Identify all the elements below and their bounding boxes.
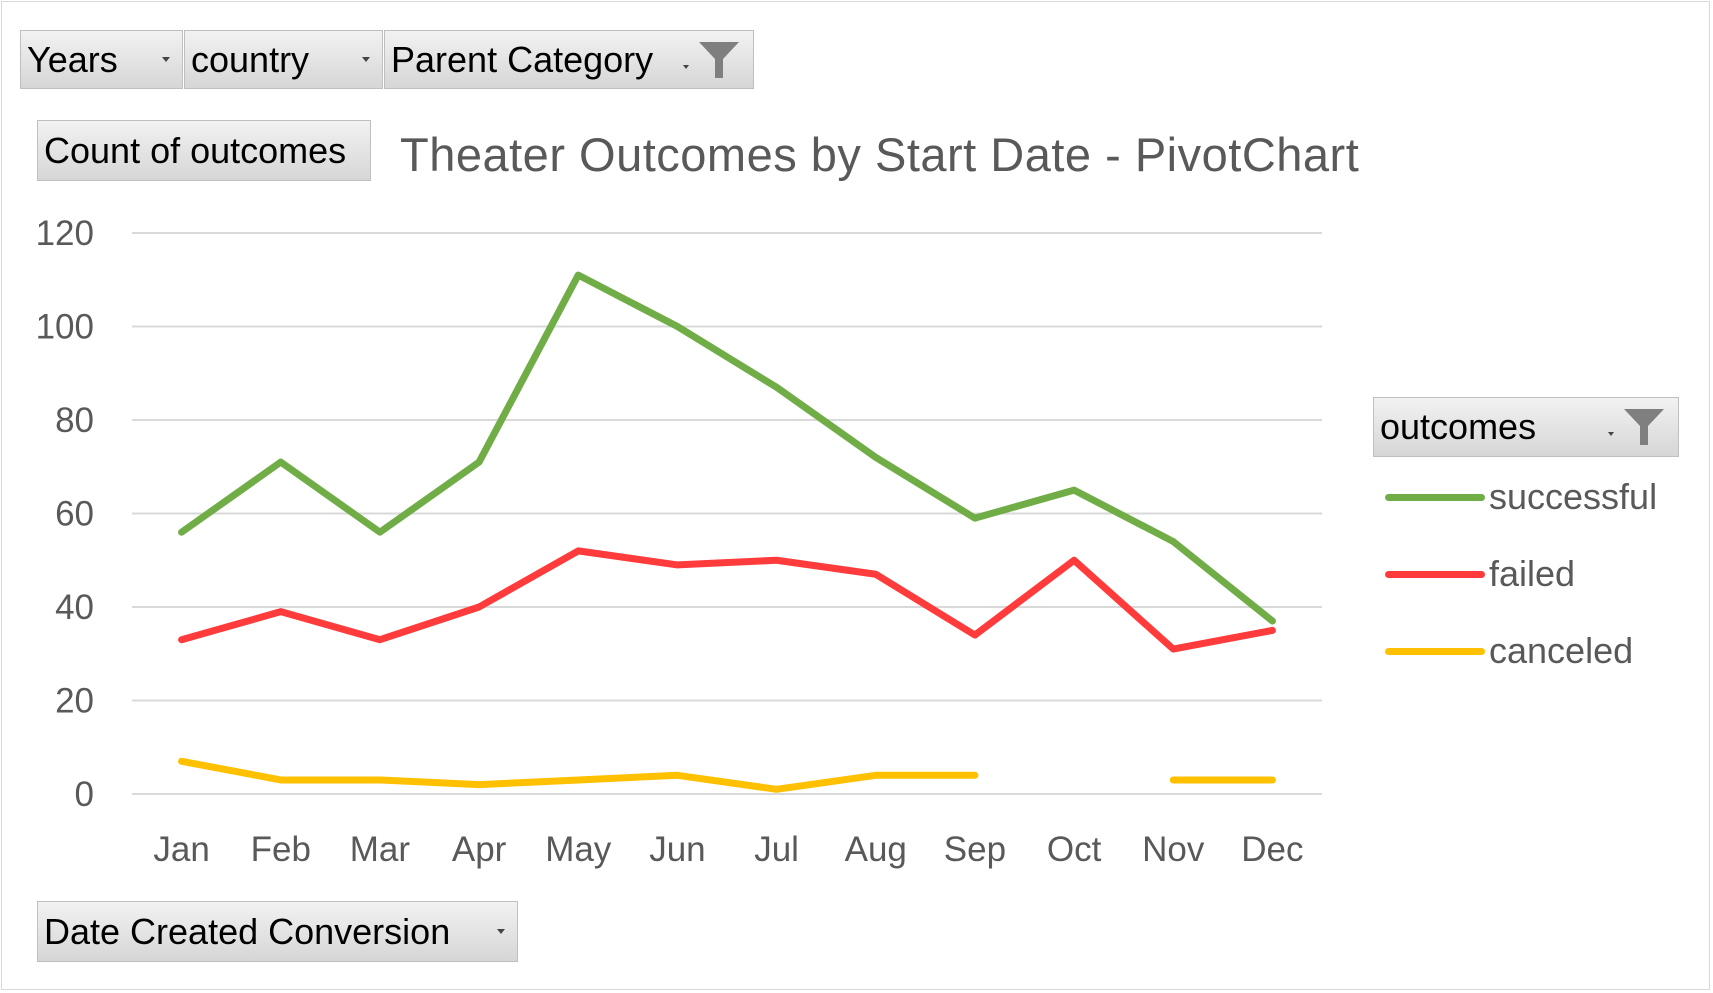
legend-label: failed [1489,553,1576,594]
dropdown-arrow-icon [497,929,505,934]
years-filter-button[interactable]: Years [20,30,183,89]
legend-item-successful[interactable]: successful [1385,476,1657,518]
legend-item-failed[interactable]: failed [1385,553,1575,595]
axis-field-button[interactable]: Date Created Conversion [37,901,518,962]
dropdown-arrow-icon [362,57,370,62]
dropdown-arrow-icon [683,64,689,69]
legend-label: successful [1489,476,1658,517]
legend-swatch [1385,493,1485,501]
parent-category-filter-label: Parent Category [391,38,654,80]
legend-swatch [1385,647,1485,655]
legend-item-canceled[interactable]: canceled [1385,630,1633,672]
value-field-button[interactable]: Count of outcomes [37,120,371,181]
filter-funnel-icon [699,41,739,78]
legend-field-button[interactable]: outcomes [1373,397,1679,457]
dropdown-arrow-icon [162,57,170,62]
country-filter-label: country [191,38,310,80]
chart-title: Theater Outcomes by Start Date - PivotCh… [400,128,1360,181]
filter-funnel-icon [1624,409,1664,445]
value-field-label: Count of outcomes [44,129,347,171]
legend-swatch [1385,570,1485,578]
legend-field-label: outcomes [1380,406,1537,447]
dropdown-arrow-icon [1608,432,1614,436]
years-filter-label: Years [27,38,118,80]
axis-field-label: Date Created Conversion [44,910,451,952]
legend-label: canceled [1489,630,1634,671]
parent-category-filter-button[interactable]: Parent Category [384,30,754,89]
country-filter-button[interactable]: country [184,30,383,89]
